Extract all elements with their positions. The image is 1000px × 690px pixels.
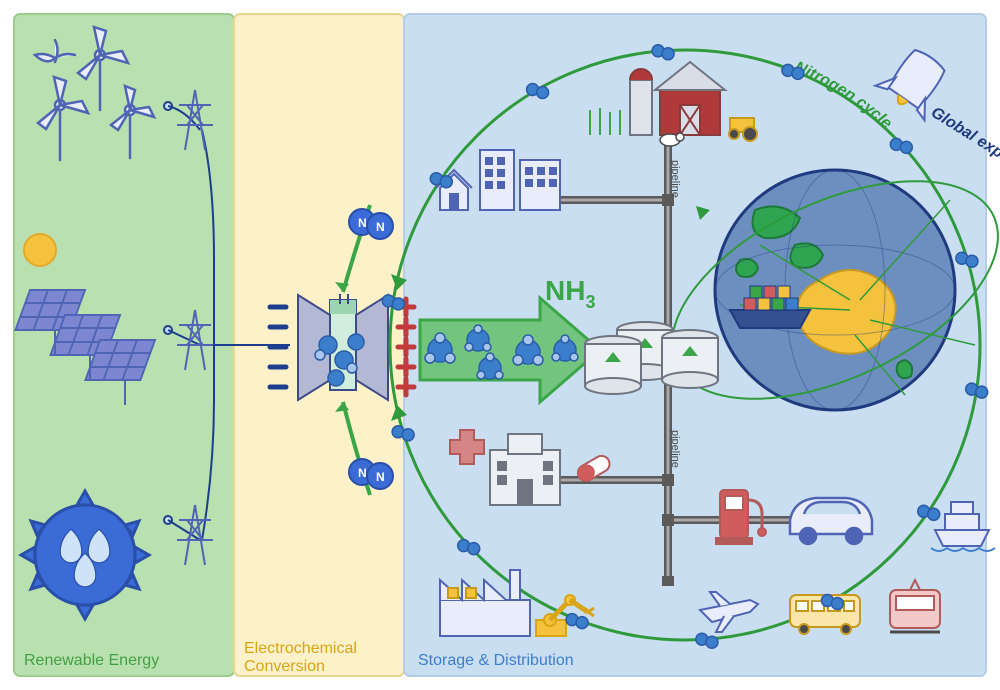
nh3-label: NH [545, 275, 585, 306]
converter-icon [298, 294, 388, 400]
sun-icon [24, 234, 56, 266]
nh3-sub: 3 [585, 292, 595, 312]
diagram-svg: N N N N NH3 Nitrogen cycle [0, 0, 1000, 690]
pipeline-label: pipeline [669, 160, 681, 198]
panel-left-label: Renewable Energy [24, 652, 159, 670]
n-label: N [358, 216, 367, 230]
panel-right-label: Storage & Distribution [418, 652, 574, 670]
n-label: N [376, 470, 385, 484]
n-label: N [376, 220, 385, 234]
n-label: N [358, 466, 367, 480]
panel-mid-label: Electrochemical Conversion [244, 640, 394, 676]
pipeline-label: pipeline [669, 430, 681, 468]
